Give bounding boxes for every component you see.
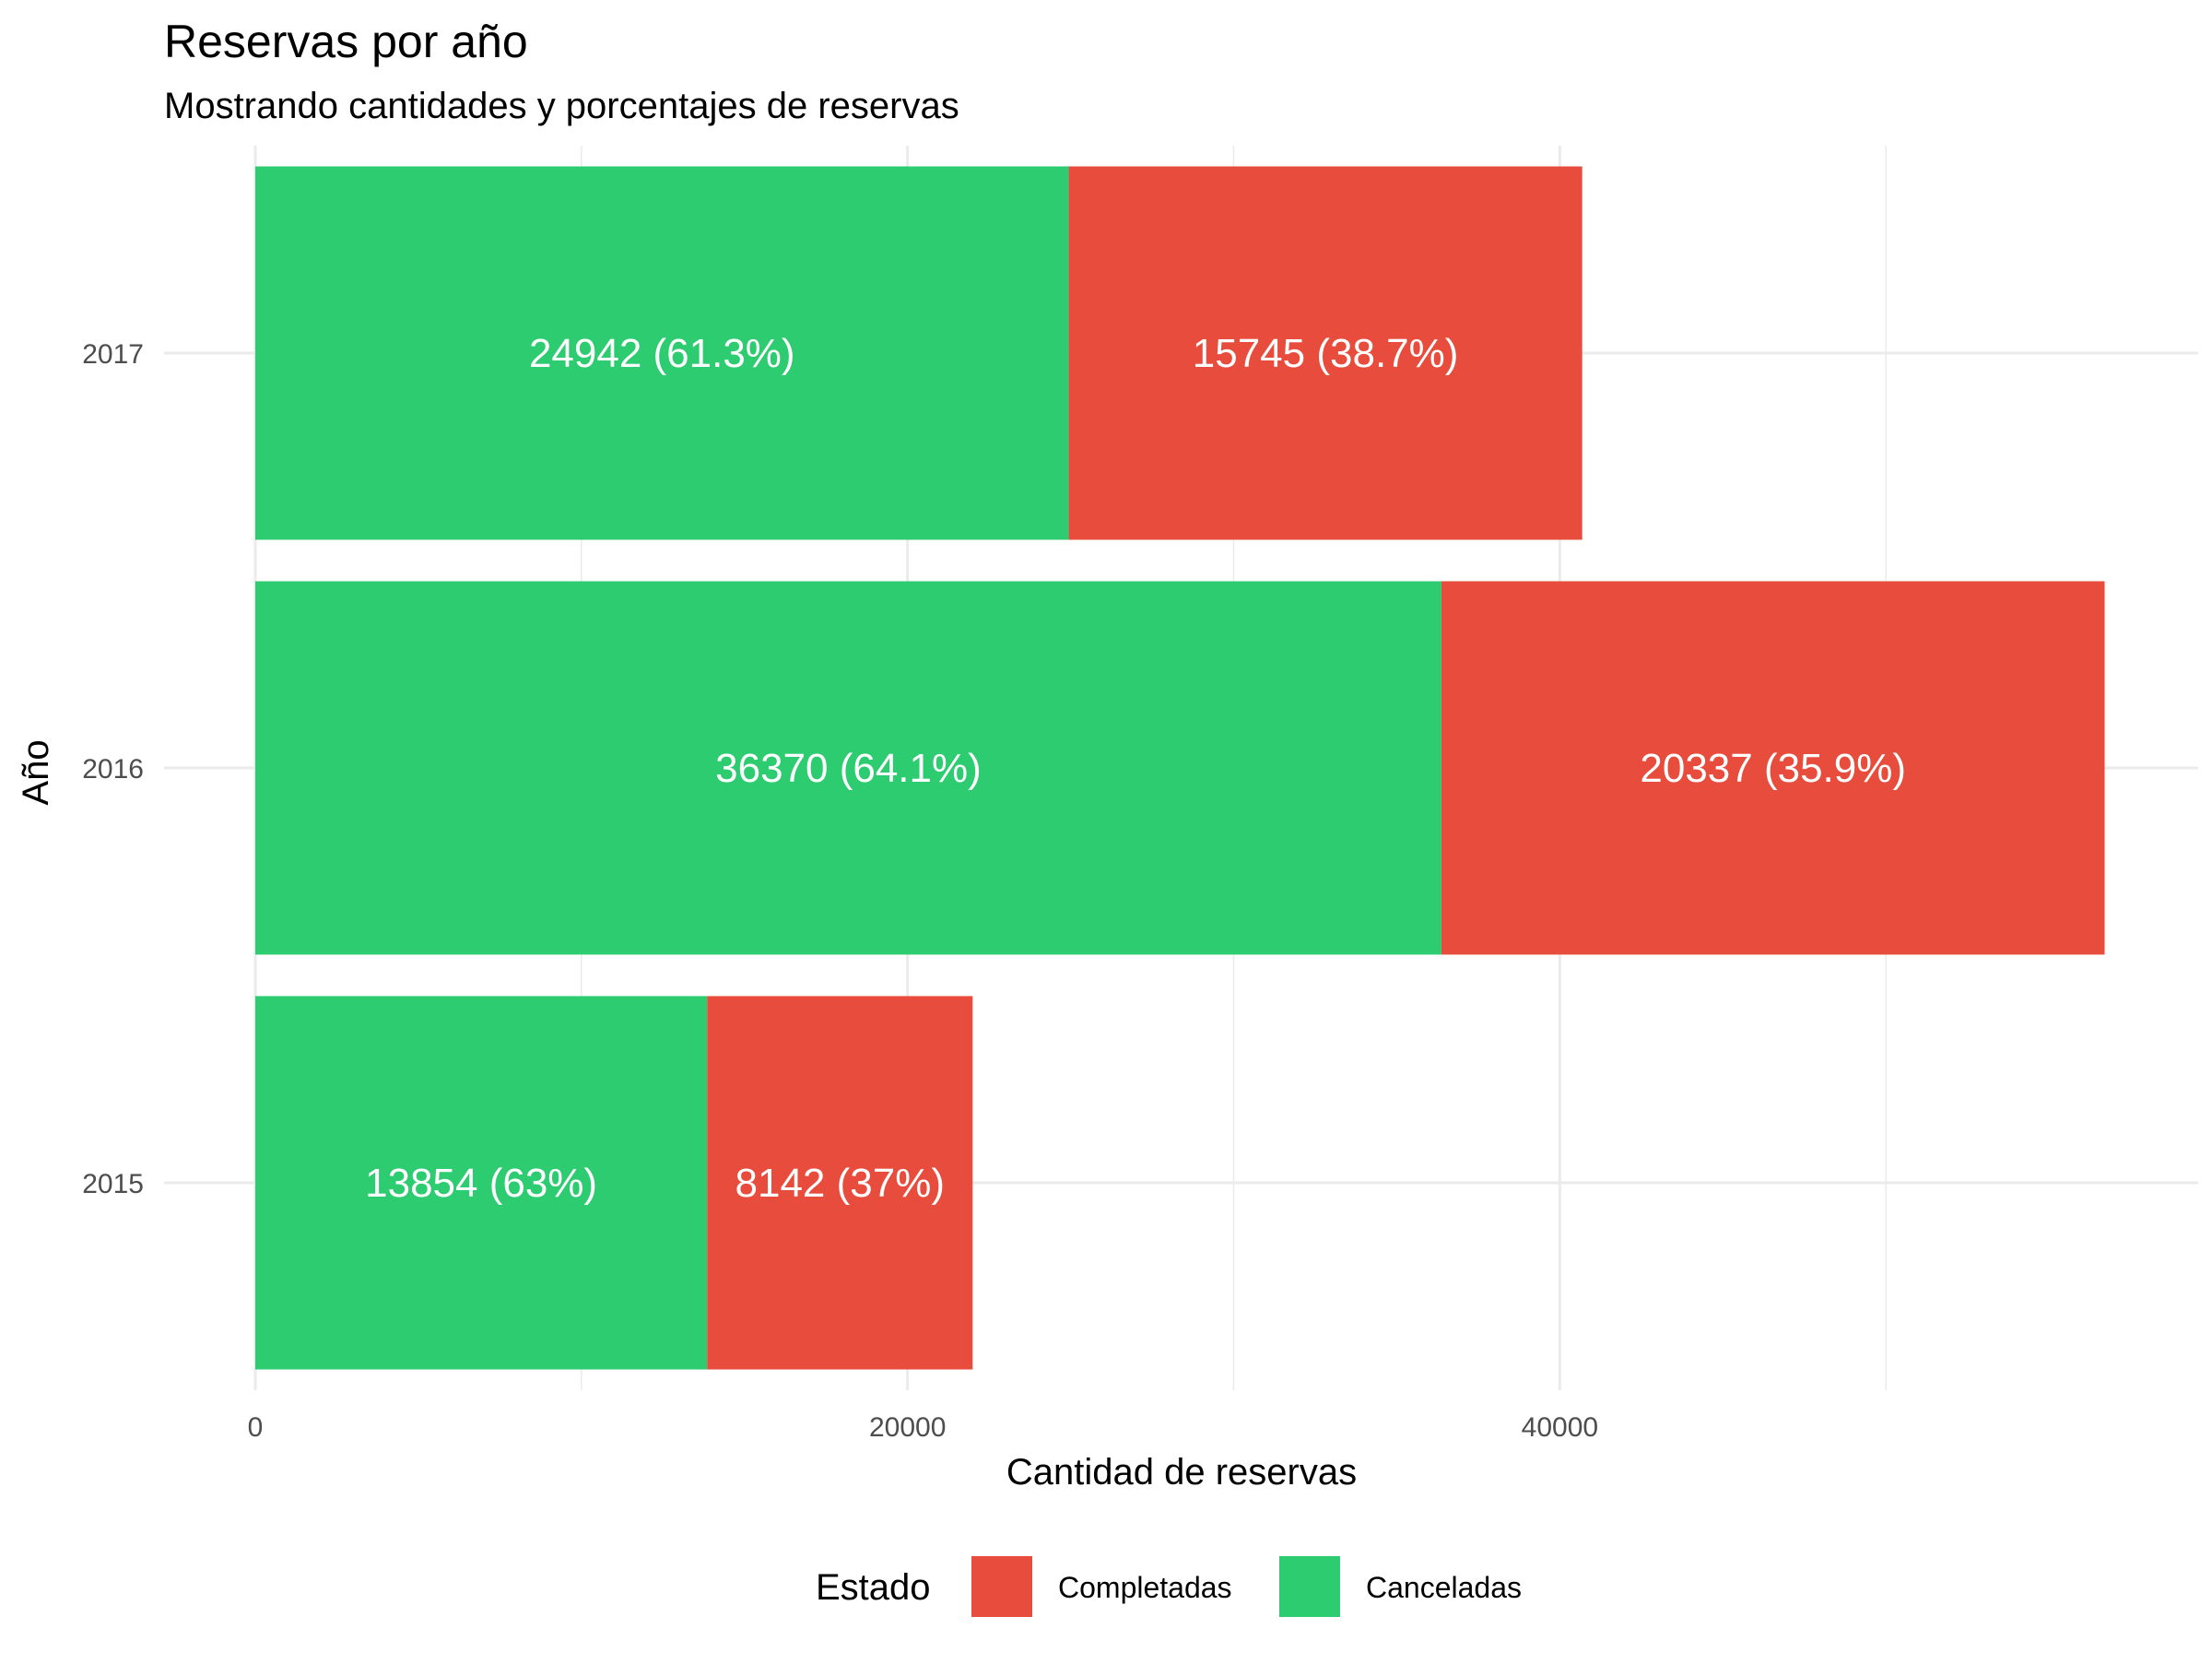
x-tick-label: 40000 [1522,1412,1598,1443]
bar-canceladas-2017 [255,166,1069,540]
axes: 0 20000 40000 2015 2016 2017 [82,339,1598,1443]
legend-label-canceladas: Canceladas [1366,1571,1522,1604]
chart-title: Reservas por año [164,16,528,67]
chart-subtitle: Mostrando cantidades y porcentajes de re… [164,86,959,126]
y-axis-title: Año [16,739,56,805]
bar-label: 15745 (38.7%) [1193,331,1459,376]
bar-label: 13854 (63%) [365,1161,597,1206]
bar-label: 20337 (35.9%) [1640,746,1906,791]
y-tick-label: 2016 [82,754,144,785]
bars [255,166,2105,1370]
bar-canceladas-2015 [255,996,708,1370]
y-tick-label: 2017 [82,339,144,370]
bar-completadas-2016 [1441,581,2105,955]
x-axis-title: Cantidad de reservas [1006,1452,1357,1493]
legend-title: Estado [816,1567,931,1608]
bar-canceladas-2016 [255,581,1441,955]
bar-labels: 13854 (63%) 8142 (37%) 36370 (64.1%) 20337 … [365,331,1906,1206]
y-tick-label: 2015 [82,1169,144,1199]
x-tick-label: 20000 [869,1412,946,1443]
bar-label: 36370 (64.1%) [715,746,982,791]
legend: Estado Completadas Canceladas [816,1556,1522,1617]
bar-completadas-2017 [1068,166,1583,540]
legend-swatch-completadas [971,1556,1032,1617]
x-tick-label: 0 [248,1412,264,1443]
bar-completadas-2015 [707,996,973,1370]
bar-label: 8142 (37%) [735,1161,945,1206]
bar-label: 24942 (61.3%) [529,331,795,376]
legend-label-completadas: Completadas [1058,1571,1232,1604]
legend-swatch-canceladas [1279,1556,1340,1617]
